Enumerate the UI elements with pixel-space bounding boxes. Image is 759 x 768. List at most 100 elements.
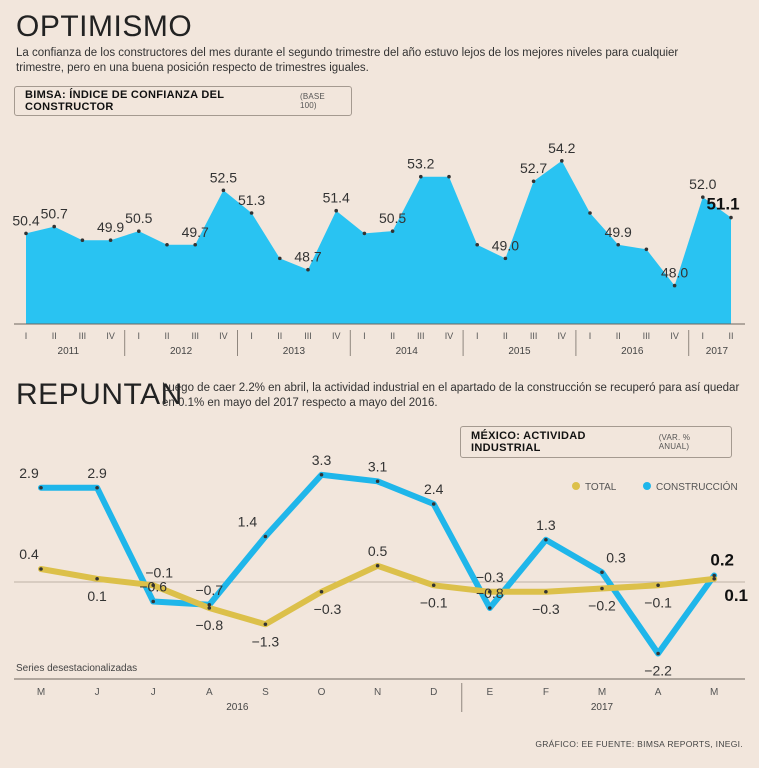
month-tick-label: M [37, 687, 45, 698]
confidence-point [108, 238, 113, 243]
quarter-tick-label: IV [670, 331, 679, 341]
total-point [39, 567, 43, 571]
section2-lead: Luego de caer 2.2% en abril, la activida… [162, 382, 740, 409]
confidence-point [531, 179, 536, 184]
construccion-point [600, 570, 604, 575]
month-tick-label: M [710, 687, 718, 698]
confidence-data-label: 48.0 [661, 265, 688, 281]
confidence-data-label: 52.5 [210, 169, 237, 185]
quarter-tick-label: III [191, 331, 199, 341]
year-label: 2014 [396, 346, 419, 357]
year-label: 2012 [170, 346, 193, 357]
construccion-point [488, 606, 492, 610]
month-tick-label: N [374, 687, 381, 698]
total-data-label: −0.1 [644, 594, 672, 610]
legend-construccion-label: CONSTRUCCIÓN [656, 480, 738, 493]
construccion-point [207, 602, 212, 607]
chart2-title: MÉXICO: ACTIVIDAD INDUSTRIAL [471, 430, 586, 454]
chart2-subtitle: (VAR. % ANUAL) [658, 433, 691, 451]
confidence-data-label: 49.9 [605, 224, 632, 240]
chart1-title-box: BIMSA: ÍNDICE DE CONFIANZA DEL CONSTRUCT… [14, 86, 352, 116]
quarter-tick-label: III [79, 331, 87, 341]
total-point [712, 576, 716, 581]
confidence-point [672, 283, 677, 288]
construccion-point [319, 472, 324, 477]
total-data-label: 0.4 [19, 546, 39, 562]
month-tick-label: E [486, 687, 493, 698]
confidence-data-label: 50.4 [12, 212, 39, 228]
total-data-label: −0.3 [476, 569, 504, 585]
confidence-point [193, 242, 197, 247]
construccion-data-label: −0.6 [139, 579, 167, 595]
confidence-data-label: 53.2 [407, 156, 434, 172]
construccion-data-label: 0.2 [710, 551, 734, 570]
construccion-data-label: 3.3 [312, 452, 332, 468]
quarter-tick-label: II [277, 331, 282, 341]
construccion-point [39, 485, 43, 490]
month-tick-label: J [151, 687, 156, 698]
confidence-data-label: 49.0 [492, 237, 519, 253]
confidence-data-label: 52.7 [520, 160, 547, 176]
total-point [600, 586, 604, 591]
confidence-point [447, 174, 451, 179]
confidence-data-label: 49.9 [97, 219, 124, 235]
construccion-point [712, 573, 716, 578]
total-point [151, 583, 155, 588]
quarter-tick-label: III [304, 331, 312, 341]
construccion-data-label: 1.4 [238, 514, 258, 530]
total-point [375, 563, 380, 568]
confidence-data-label: 52.0 [689, 176, 716, 192]
total-data-label: 0.5 [368, 543, 388, 559]
confidence-area-chart: 50.4 50.749.950.549.752.551.348.751.450.5… [12, 140, 745, 357]
total-data-label: −0.8 [195, 617, 223, 633]
quarter-tick-label: IV [332, 331, 341, 341]
quarter-tick-label: II [52, 331, 57, 341]
construccion-point [95, 485, 99, 490]
total-point [207, 606, 212, 610]
confidence-point [644, 247, 649, 252]
total-data-label: −0.3 [314, 601, 342, 617]
month-tick-label: S [262, 687, 269, 698]
construccion-data-label: 0.3 [606, 549, 626, 565]
confidence-point [475, 242, 480, 247]
confidence-point [588, 211, 592, 215]
confidence-point [249, 211, 254, 215]
construccion-point [263, 534, 268, 539]
construccion-point [656, 651, 660, 656]
construccion-data-label: 1.3 [536, 517, 556, 533]
construccion-point [544, 537, 548, 542]
confidence-point [729, 215, 733, 220]
confidence-point [503, 256, 508, 261]
construccion-point [375, 479, 380, 484]
construccion-data-label: −0.8 [476, 585, 504, 601]
confidence-point [80, 238, 85, 243]
confidence-data-label: 49.7 [182, 224, 209, 240]
legend-construccion-swatch [643, 482, 651, 490]
series-note: Series desestacionalizadas [16, 663, 138, 674]
total-point [656, 583, 660, 588]
construccion-data-label: −0.7 [195, 582, 223, 598]
confidence-data-label: 51.3 [238, 192, 265, 208]
total-data-label: −0.2 [588, 598, 616, 614]
confidence-point [362, 231, 367, 236]
month-tick-label: F [543, 687, 549, 698]
construccion-point [151, 599, 155, 604]
quarter-tick-label: I [702, 331, 705, 341]
confidence-point [278, 256, 282, 261]
construccion-data-label: 2.4 [424, 481, 444, 497]
year-label: 2017 [591, 702, 614, 713]
total-point [431, 583, 436, 588]
quarter-tick-label: I [363, 331, 366, 341]
construccion-data-label: 2.9 [19, 465, 39, 481]
section1-title: OPTIMISMO [16, 10, 193, 43]
section1-lead: La confianza de los constructores del me… [16, 47, 679, 74]
confidence-point [221, 188, 226, 193]
confidence-point [24, 231, 28, 236]
confidence-data-label: 51.1 [706, 195, 739, 214]
quarter-tick-label: III [530, 331, 538, 341]
total-point [319, 589, 324, 594]
chart1-subtitle: (BASE 100) [299, 92, 325, 110]
quarter-tick-label: I [250, 331, 253, 341]
quarter-tick-label: IV [106, 331, 115, 341]
confidence-area [26, 160, 731, 324]
